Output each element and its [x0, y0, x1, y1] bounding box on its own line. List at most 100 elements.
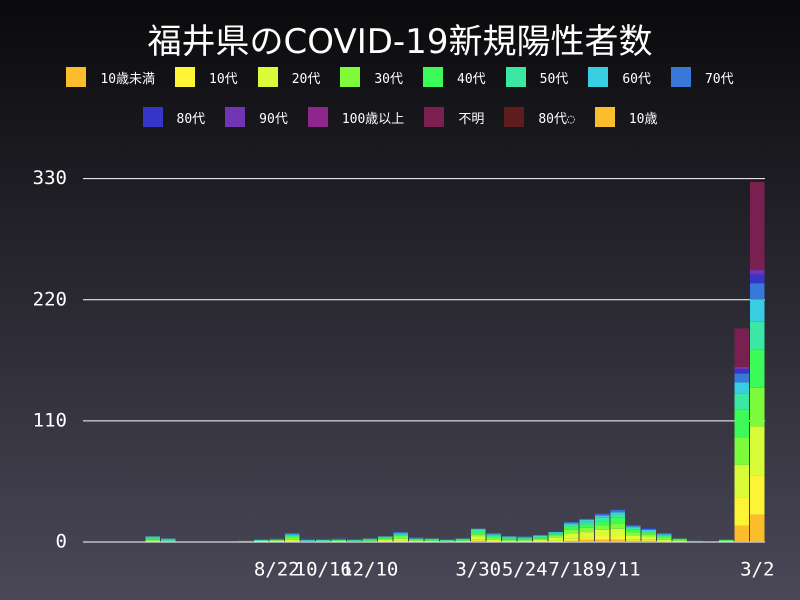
- bar-segment: [750, 387, 765, 427]
- bar-segment: [548, 533, 563, 535]
- bar-segment: [362, 539, 377, 541]
- bar-segment: [533, 538, 548, 540]
- bar-segment: [347, 539, 362, 541]
- bar-segment: [269, 539, 284, 541]
- legend-item: 不明: [424, 106, 484, 128]
- bar-segment: [595, 525, 610, 530]
- bar-segment: [610, 514, 625, 518]
- bar-segment: [486, 536, 501, 538]
- bar-segment: [564, 529, 579, 534]
- bar-segment: [471, 540, 486, 542]
- bar-segment: [362, 540, 377, 542]
- bar-segment: [378, 538, 393, 540]
- bar-segment: [657, 533, 672, 535]
- legend-label: 100歳以上: [341, 111, 405, 127]
- y-tick-label: 110: [33, 409, 67, 431]
- bar-segment: [145, 537, 160, 539]
- bar-segment: [734, 497, 749, 526]
- bar-segment: [641, 530, 656, 533]
- bar-segment: [161, 538, 176, 540]
- y-tick-label: 0: [56, 531, 67, 553]
- bar-segment: [579, 518, 594, 520]
- legend-swatch: [594, 107, 615, 127]
- bar-segment: [564, 526, 579, 530]
- bar-segment: [688, 540, 703, 542]
- x-tick-label: 5/24: [502, 559, 548, 581]
- bar-segment: [657, 536, 672, 538]
- bar-segment: [331, 540, 346, 542]
- bar-segment: [285, 536, 300, 538]
- bar-segment: [657, 537, 672, 540]
- bar-segment: [626, 539, 641, 541]
- bar-segment: [750, 426, 765, 476]
- x-tick-label: 7/18: [548, 559, 594, 581]
- bar-segment: [750, 514, 765, 542]
- bar-segment: [672, 540, 687, 542]
- y-tick-label: 330: [33, 167, 67, 189]
- bar-segment: [393, 532, 408, 534]
- bar-segment: [610, 517, 625, 524]
- bar-segment: [533, 536, 548, 538]
- bar-segment: [393, 540, 408, 542]
- bar-segment: [502, 536, 517, 538]
- bar-segment: [610, 523, 625, 529]
- legend-label: 30代: [374, 71, 403, 87]
- bar-segment: [626, 527, 641, 530]
- bar-segment: [161, 539, 176, 541]
- y-tick-label: 220: [33, 288, 67, 310]
- bar-segment: [285, 537, 300, 540]
- bar-segment: [517, 537, 532, 539]
- bar-segment: [486, 535, 501, 537]
- bar-segment: [734, 437, 749, 465]
- bar-segment: [626, 525, 641, 527]
- bar-segment: [626, 526, 641, 528]
- bar-segment: [548, 534, 563, 536]
- bar-segment: [595, 539, 610, 542]
- bar-segment: [471, 536, 486, 540]
- bar-segment: [641, 540, 656, 542]
- bar-segment: [641, 539, 656, 541]
- legend-swatch: [588, 67, 609, 87]
- bar-segment: [393, 536, 408, 539]
- bar-segment: [657, 534, 672, 536]
- bar-segment: [579, 522, 594, 525]
- bar-segment: [734, 409, 749, 438]
- bar-segment: [579, 532, 594, 538]
- bar-segment: [641, 529, 656, 531]
- bar-segment: [471, 532, 486, 535]
- bar-segment: [471, 539, 486, 541]
- bar-segment: [238, 540, 253, 542]
- legend-swatch: [504, 107, 525, 127]
- legend-item: 10歳: [594, 106, 657, 128]
- bar-segment: [145, 539, 160, 541]
- bar-segment: [145, 536, 160, 538]
- bar-segment: [502, 539, 517, 541]
- bar-segment: [595, 515, 610, 518]
- bar-segment: [548, 532, 563, 534]
- legend-item: 100歳以上: [307, 106, 405, 128]
- bar-segment: [517, 540, 532, 542]
- legend-item: 70代: [670, 66, 734, 88]
- bar-segment: [626, 535, 641, 540]
- bar-segment: [254, 540, 269, 542]
- bar-segment: [750, 299, 765, 322]
- legend-swatch: [423, 67, 443, 87]
- bar-segment: [486, 539, 501, 542]
- bar-segment: [564, 523, 579, 525]
- bar-segment: [750, 181, 765, 271]
- legend-label: 80代◌: [538, 111, 575, 127]
- bar-segment: [486, 534, 501, 536]
- bar-segment: [393, 533, 408, 535]
- bar-segment: [285, 534, 300, 536]
- bar-segment: [750, 270, 765, 275]
- bar-segment: [734, 366, 749, 370]
- bar-segment: [626, 529, 641, 533]
- bar-segment: [595, 513, 610, 515]
- bar-segment: [548, 537, 563, 541]
- legend: 10歳未満 10代 20代 30代 40代 50代 60代 70代 80代 90代 100歳以上 不明…: [40, 66, 760, 128]
- legend-item: 90代: [225, 106, 288, 128]
- legend-item: 80代◌: [504, 106, 575, 128]
- bar-segment: [269, 540, 284, 542]
- bar-segment: [626, 532, 641, 536]
